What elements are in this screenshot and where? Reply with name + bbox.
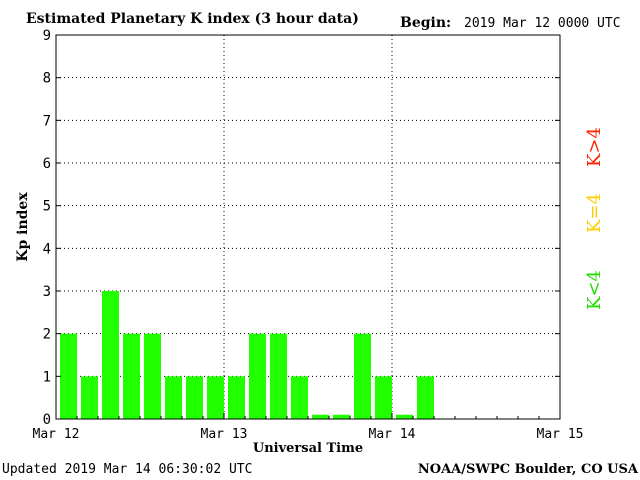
y-axis: 0 1 2 3 4 5 6 7 8 9 [43,28,560,428]
legend-item: K>4 [584,127,605,167]
y-tick-label: 8 [43,71,51,87]
kp-bar [144,333,161,419]
legend-item: K<4 [584,270,605,310]
legend: K<4 K=4 K>4 [584,127,605,310]
kp-bar [60,333,77,419]
begin-value: 2019 Mar 12 0000 UTC [464,16,621,31]
kp-bar [396,414,413,419]
y-tick-label: 5 [43,199,51,215]
y-tick-label: 2 [43,327,51,343]
kp-bar [123,333,140,419]
kp-bar [165,376,182,419]
kp-bar [186,376,203,419]
y-tick-label: 6 [43,156,51,172]
kp-bar [270,333,287,419]
kp-bar [207,376,224,419]
kp-bar [417,376,434,419]
footer-source: NOAA/SWPC Boulder, CO USA [418,462,639,477]
x-tick-label: Mar 15 [537,427,584,442]
footer-updated: Updated 2019 Mar 14 06:30:02 UTC [2,462,252,477]
bars-group [60,291,434,419]
kp-bar [249,333,266,419]
x-axis: Mar 12 Mar 13 Mar 14 Mar 15 [33,413,584,442]
y-tick-label: 7 [43,113,51,129]
y-tick-label: 9 [43,28,51,44]
kp-bar [333,414,350,419]
kp-bar [354,333,371,419]
y-tick-label: 3 [43,284,51,300]
begin-label: Begin: [400,15,451,31]
x-tick-label: Mar 14 [369,427,416,442]
kp-bar [102,291,119,419]
chart-title: Estimated Planetary K index (3 hour data… [26,11,359,27]
x-tick-label: Mar 12 [33,427,80,442]
kp-bar [291,376,308,419]
kp-bar [81,376,98,419]
x-axis-label: Universal Time [253,441,363,456]
y-tick-label: 4 [43,241,51,257]
kp-bar [375,376,392,419]
x-tick-label: Mar 13 [201,427,248,442]
y-tick-label: 0 [43,412,51,428]
kp-bar [312,414,329,419]
legend-item: K=4 [584,193,605,233]
y-tick-label: 1 [43,369,51,385]
y-axis-label: Kp index [15,192,31,262]
kp-bar [228,376,245,419]
